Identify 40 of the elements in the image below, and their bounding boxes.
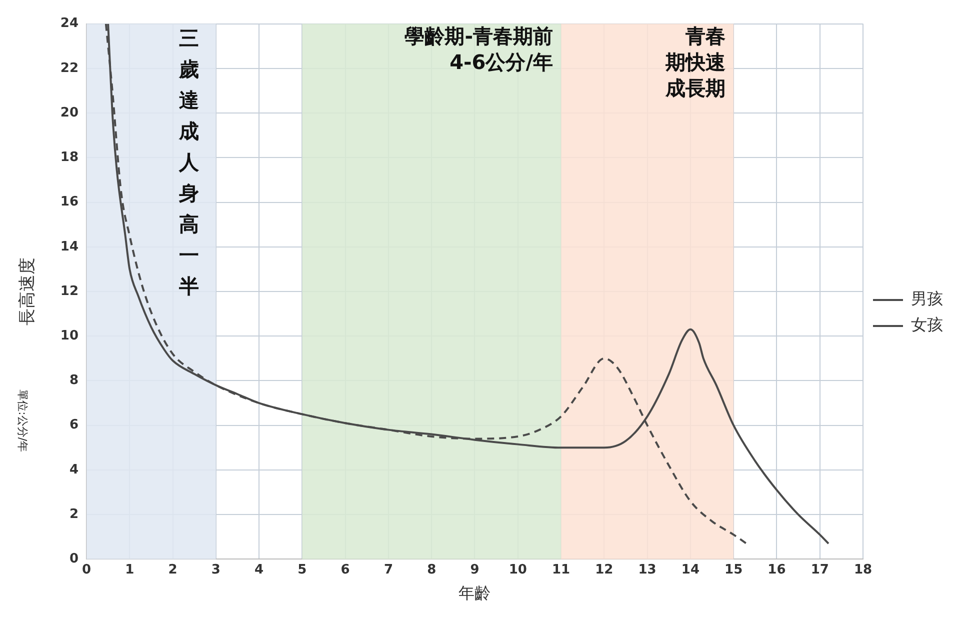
y-tick-label: 4 [69,462,78,478]
x-axis-title: 年齡 [458,584,491,603]
y-tick-label: 8 [69,373,78,388]
x-tick-label: 6 [340,562,350,578]
x-tick-label: 8 [427,562,436,578]
x-tick-label: 2 [168,562,178,578]
y-tick-label: 10 [60,328,78,344]
band-label: 青春期快速成長期 [664,24,726,100]
y-tick-label: 6 [69,418,78,433]
y-tick-label: 16 [60,194,78,210]
x-tick-label: 12 [595,562,614,578]
y-tick-label: 18 [60,150,78,166]
y-tick-label: 12 [60,284,78,299]
x-tick-label: 10 [508,562,527,578]
x-tick-label: 4 [254,562,264,578]
y-tick-label: 22 [60,60,78,76]
legend-label: 女孩 [911,315,943,334]
y-tick-label: 20 [60,105,78,120]
y-tick-label: 14 [60,239,78,254]
x-tick-label: 5 [298,562,307,578]
y-axis-title: 長高速度 [18,258,38,326]
x-tick-label: 18 [854,562,872,578]
x-tick-label: 17 [810,562,829,578]
legend-label: 男孩 [911,289,943,308]
x-tick-label: 1 [125,562,134,578]
band-label: 學齡期-青春期前 4-6公分/年 [404,24,554,74]
x-tick-label: 11 [552,562,570,578]
x-tick-label: 3 [211,562,220,578]
x-tick-label: 7 [384,562,393,578]
x-tick-label: 0 [82,562,92,578]
text: 單位:公分/年 [16,390,30,452]
x-tick-label: 13 [638,562,656,578]
x-tick-label: 15 [724,562,743,578]
y-tick-label: 24 [60,16,78,32]
x-tick-label: 14 [681,562,700,578]
y-tick-label: 0 [69,552,78,567]
x-tick-label: 9 [470,562,480,578]
y-tick-label: 2 [69,506,78,522]
x-tick-label: 16 [768,562,786,578]
text: 三歲達成人身高一半 [178,26,199,298]
